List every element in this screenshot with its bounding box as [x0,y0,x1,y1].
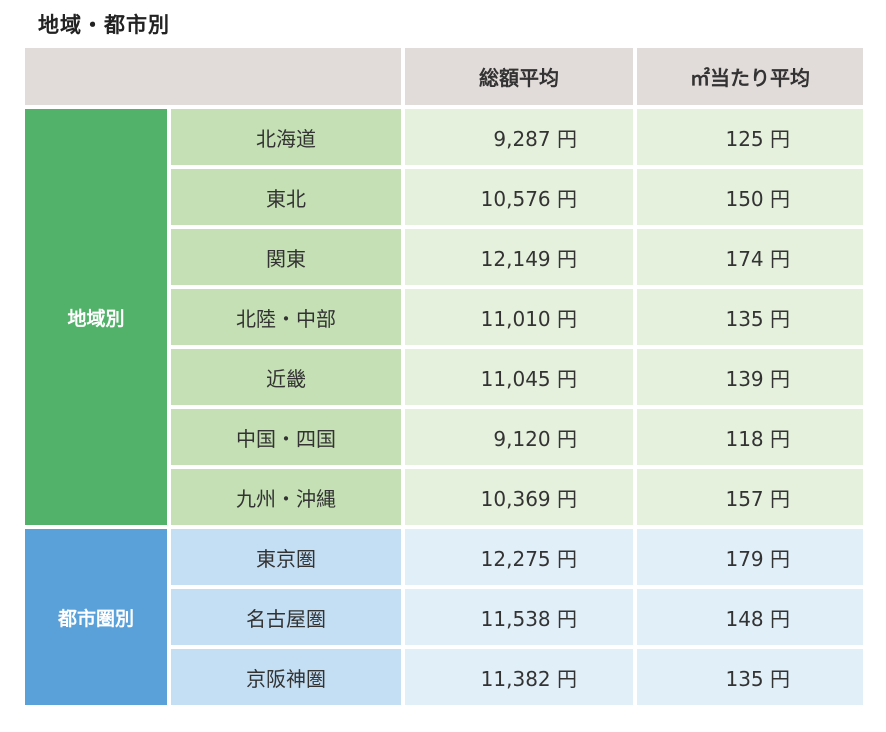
row-per-m2: 148 円 [637,589,863,645]
row-name: 北海道 [171,109,401,165]
row-total: 11,382 円 [405,649,633,705]
row-total: 9,287 円 [405,109,633,165]
page-title: 地域・都市別 [38,13,170,37]
row-total: 10,369 円 [405,469,633,525]
group-label-region: 地域別 [25,109,167,525]
row-total: 11,045 円 [405,349,633,405]
row-per-m2: 125 円 [637,109,863,165]
price-table: 総額平均 ㎡当たり平均 地域別 北海道 9,287 円 125 円 東北 10,… [25,48,863,709]
row-name: 東京圏 [171,529,401,585]
row-per-m2: 118 円 [637,409,863,465]
row-total: 11,538 円 [405,589,633,645]
row-per-m2: 135 円 [637,649,863,705]
row-name: 中国・四国 [171,409,401,465]
row-per-m2: 179 円 [637,529,863,585]
row-name: 近畿 [171,349,401,405]
header-per-m2-average: ㎡当たり平均 [637,48,863,105]
row-per-m2: 174 円 [637,229,863,285]
row-per-m2: 150 円 [637,169,863,225]
row-total: 12,149 円 [405,229,633,285]
row-name: 京阪神圏 [171,649,401,705]
row-name: 北陸・中部 [171,289,401,345]
row-name: 九州・沖縄 [171,469,401,525]
row-per-m2: 157 円 [637,469,863,525]
row-name: 東北 [171,169,401,225]
header-total-average: 総額平均 [405,48,633,105]
row-per-m2: 135 円 [637,289,863,345]
group-label-city: 都市圏別 [25,529,167,705]
row-per-m2: 139 円 [637,349,863,405]
row-name: 関東 [171,229,401,285]
row-total: 12,275 円 [405,529,633,585]
row-total: 10,576 円 [405,169,633,225]
header-blank-cell [25,48,401,105]
row-total: 9,120 円 [405,409,633,465]
row-total: 11,010 円 [405,289,633,345]
row-name: 名古屋圏 [171,589,401,645]
